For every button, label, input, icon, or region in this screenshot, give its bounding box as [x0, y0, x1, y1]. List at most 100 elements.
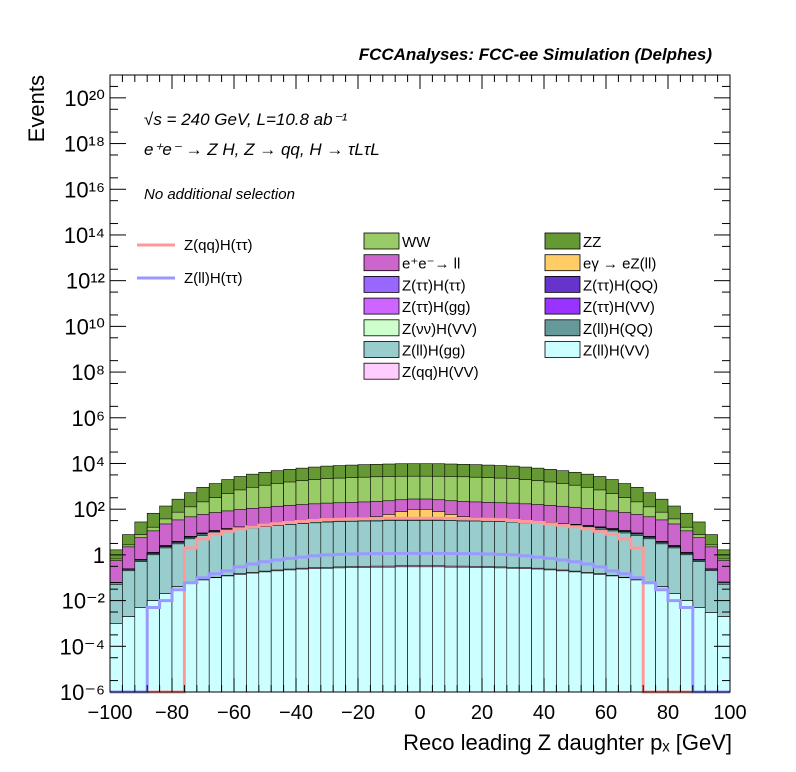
- legend-label: Z(ττ)H(gg): [402, 299, 471, 316]
- bar-z-ll-h-vv: [692, 607, 706, 693]
- legend-swatch-ww: [363, 232, 400, 250]
- bar-z-ll-h-vv: [196, 579, 210, 693]
- bar-z-ll-h-vv: [531, 568, 545, 693]
- legend-swatch-e-e-ll: [363, 254, 400, 272]
- bar-z-ll-h-vv: [642, 582, 656, 693]
- y-axis: 10⁻⁶ 10⁻⁴ 10⁻² 1 10² 10⁴ 10⁶ 10⁸ 10¹⁰ 10¹² 10¹⁴ 10¹…: [59, 86, 730, 705]
- legend-label: ZZ: [583, 234, 601, 251]
- x-tick-label: 100: [713, 702, 746, 724]
- legend-swatch-z-h-gg: [363, 297, 400, 315]
- bar-z-ll-h-vv: [370, 566, 384, 693]
- y-tick-label: 10⁸: [71, 360, 105, 385]
- bar-z-ll-h-vv: [246, 572, 260, 693]
- legend-label: Z(ll)H(QQ): [583, 321, 653, 338]
- legend-swatch-z-h-qq: [544, 275, 581, 293]
- y-tick-label: 10²: [73, 497, 105, 522]
- legend-swatch-z-h-vv: [544, 297, 581, 315]
- stacked-histogram: [109, 463, 731, 693]
- series-z-ll-h-vv: [109, 566, 731, 693]
- legend-swatch-zz: [544, 232, 581, 250]
- legend-label: Z(ll)H(VV): [583, 343, 650, 360]
- y-tick-label: 1: [93, 543, 105, 568]
- bar-z-ll-h-vv: [568, 571, 582, 693]
- x-tick-label: 20: [471, 702, 493, 724]
- line-z-qq-h: [110, 516, 730, 694]
- bar-z-ll-h-vv: [481, 567, 495, 693]
- bar-z-ll-h-vv: [283, 569, 297, 693]
- y-tick-label: 10¹⁴: [64, 223, 105, 248]
- y-tick-label: 10⁻²: [62, 589, 105, 614]
- legend-swatch-z-ll-h-gg: [363, 341, 400, 358]
- x-axis-label: Reco leading Z daughter pₓ [GeV]: [403, 730, 732, 755]
- x-tick-label: −100: [87, 702, 132, 724]
- bar-z-ll-h-vv: [345, 567, 359, 693]
- legend-label: Z(ττ)H(QQ): [583, 277, 658, 294]
- x-tick-label: −20: [341, 702, 375, 724]
- y-tick-label: 10¹⁰: [64, 314, 105, 339]
- legend-label: eγ → eZ(ll): [583, 256, 656, 273]
- y-tick-label: 10⁶: [71, 406, 105, 431]
- legend-swatch-z-ll-h-qq: [544, 319, 581, 337]
- bar-z-ll-h-vv: [134, 607, 148, 693]
- legend-label: Z(ll)H(gg): [402, 343, 465, 360]
- legend-label: WW: [402, 234, 431, 251]
- line-z-ll-h: [110, 551, 730, 694]
- x-tick-label: −60: [217, 702, 251, 724]
- bar-z-ll-h-vv: [667, 593, 681, 693]
- annotation-energy: √s = 240 GeV, L=10.8 ab⁻¹: [144, 110, 348, 129]
- chart-title: FCCAnalyses: FCC-ee Simulation (Delphes): [359, 45, 713, 64]
- bar-z-ll-h-vv: [580, 572, 594, 693]
- x-tick-label: −40: [279, 702, 313, 724]
- bar-z-ll-h-vv: [655, 586, 669, 693]
- legend-label: Z(ττ)H(ττ): [402, 277, 466, 294]
- bar-z-ll-h-vv: [171, 586, 185, 693]
- y-tick-label: 10²⁰: [64, 86, 105, 111]
- bar-z-ll-h-vv: [630, 579, 644, 693]
- legend-label: Z(qq)H(ττ): [184, 237, 253, 254]
- bar-z-ll-h-vv: [593, 574, 607, 693]
- bar-z-ll-h-vv: [357, 567, 371, 693]
- legend-swatch-z-ll-h-vv: [544, 341, 581, 358]
- bar-z-ll-h-vv: [208, 577, 222, 693]
- bar-z-ll-h-vv: [506, 567, 520, 693]
- y-tick-label: 10⁴: [71, 451, 105, 476]
- x-tick-label: −80: [155, 702, 189, 724]
- bar-z-ll-h-vv: [704, 612, 718, 693]
- bar-z-ll-h-vv: [258, 571, 272, 693]
- bar-z-ll-h-vv: [308, 568, 322, 693]
- y-tick-label: 10¹⁸: [64, 132, 105, 157]
- bar-z-ll-h-vv: [543, 569, 557, 693]
- legend-swatch-e-ez-ll: [544, 254, 581, 272]
- bar-z-ll-h-vv: [407, 566, 421, 693]
- y-axis-label: Events: [24, 75, 49, 142]
- bar-z-ll-h-vv: [295, 568, 309, 693]
- bar-z-ll-h-vv: [159, 593, 173, 693]
- y-tick-label: 10¹²: [66, 269, 105, 294]
- bar-z-ll-h-vv: [221, 575, 235, 693]
- bar-z-ll-h-vv: [469, 567, 483, 693]
- bar-z-ll-h-vv: [270, 570, 284, 693]
- bar-z-ll-h-vv: [444, 566, 458, 693]
- bar-z-ll-h-vv: [184, 582, 198, 693]
- x-tick-label: 0: [414, 702, 425, 724]
- legend-swatch-z-h-vv: [363, 319, 400, 337]
- legend-swatch-z-h: [363, 275, 400, 293]
- x-axis: −100 −80 −60 −40 −20 0 20 40 60 80 100: [87, 75, 747, 724]
- y-tick-label: 10⁻⁴: [59, 634, 105, 659]
- bar-z-ll-h-vv: [432, 566, 446, 693]
- bar-z-ll-h-vv: [556, 570, 570, 693]
- bar-z-ll-h-vv: [605, 575, 619, 693]
- y-tick-label: 10¹⁶: [64, 177, 105, 202]
- bar-z-ll-h-vv: [394, 566, 408, 693]
- x-tick-label: 80: [657, 702, 679, 724]
- bar-z-ll-h-vv: [233, 574, 247, 693]
- bar-z-ll-h-vv: [382, 566, 396, 693]
- bar-z-ll-h-vv: [332, 567, 346, 693]
- legend-swatch-z-qq-h-vv: [363, 362, 400, 380]
- bar-z-ll-h-vv: [146, 600, 160, 693]
- bar-z-ll-h-vv: [618, 577, 632, 693]
- legend: Z(qq)H(ττ) Z(ll)H(ττ) WW ZZ e⁺e⁻→ ll eγ → eZ(…: [137, 232, 658, 381]
- x-tick-label: 60: [595, 702, 617, 724]
- y-tick-label: 10⁻⁶: [60, 680, 105, 705]
- bar-z-ll-h-vv: [456, 566, 470, 693]
